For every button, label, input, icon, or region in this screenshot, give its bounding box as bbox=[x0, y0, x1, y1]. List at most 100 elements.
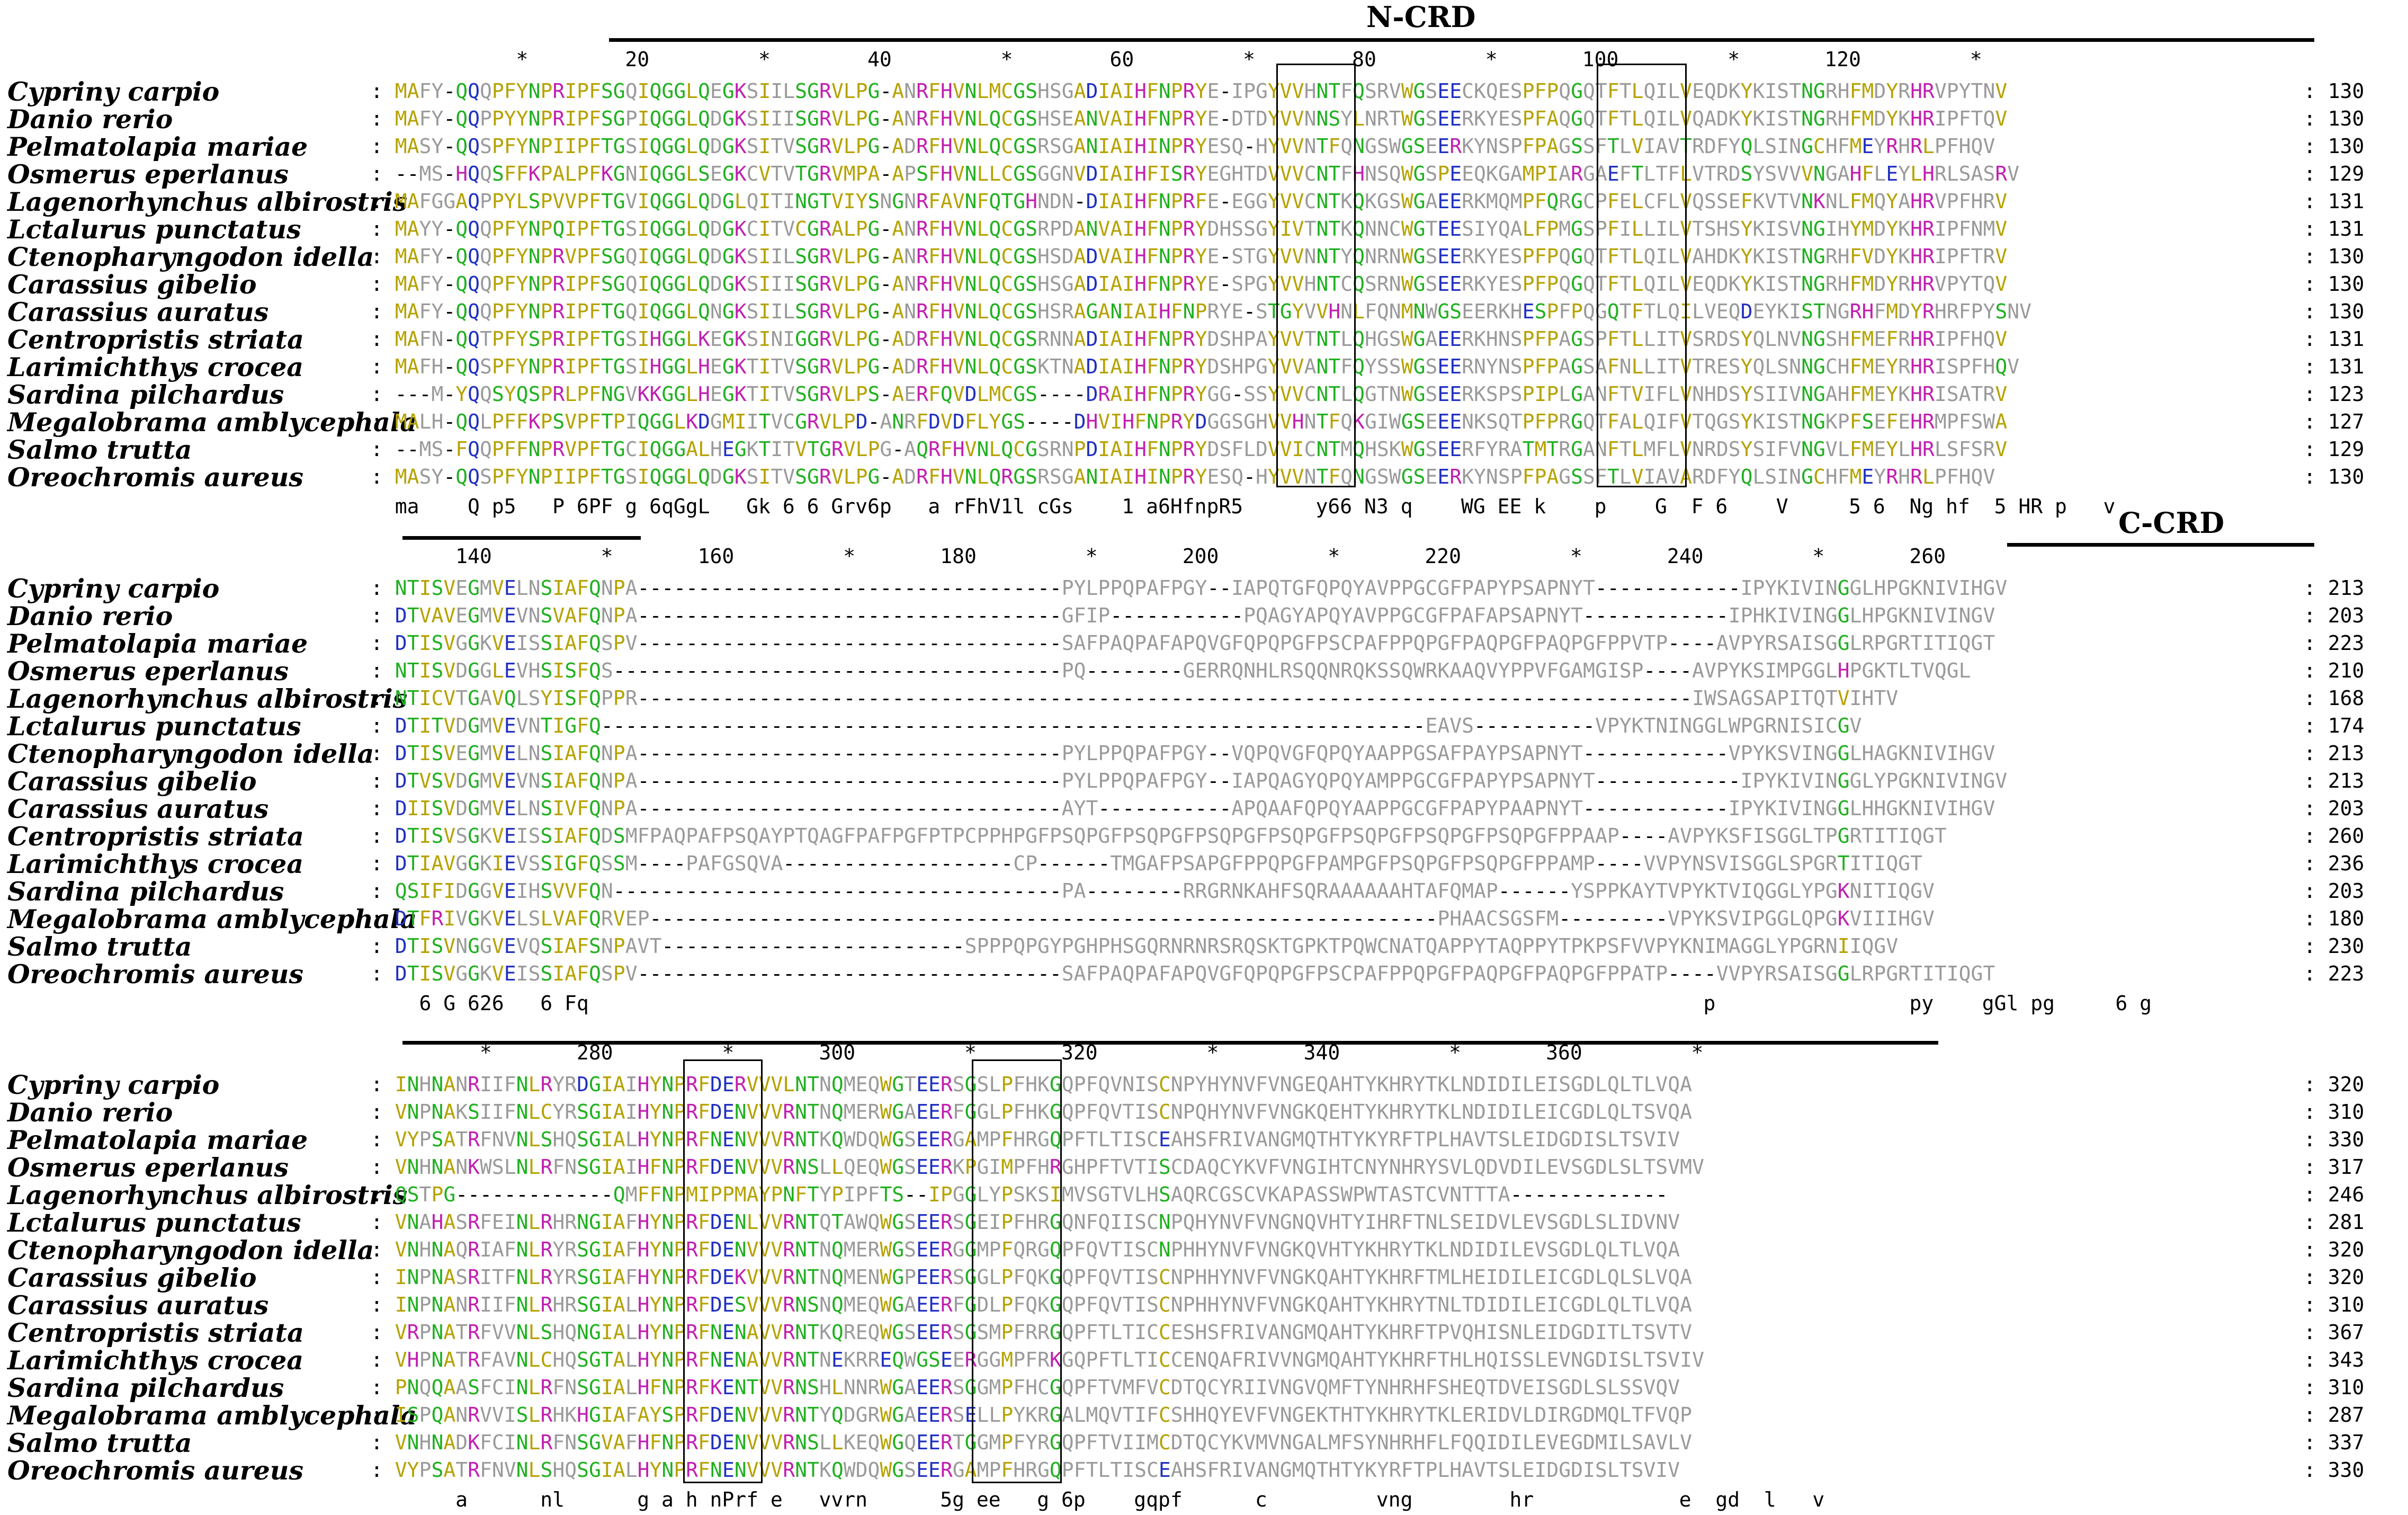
residue-count: : 203 bbox=[2304, 797, 2365, 820]
sequence-residues: DTVAVEGMVEVNSVAFQNPA--------------------… bbox=[395, 604, 1995, 627]
residue-count: : 131 bbox=[2304, 355, 2365, 378]
sequence-residues: DIISVDGMVELNSIVFQNPA--------------------… bbox=[395, 797, 1995, 820]
species-name: Osmerus eperlanus bbox=[7, 1152, 289, 1183]
species-name: Ctenopharyngodon idella bbox=[7, 242, 374, 272]
sequence-residues: MAFY-QQPPYYNPRIPFSGPIQGGLQDGKSIIISGRVLPG… bbox=[395, 107, 2008, 130]
sequence-residues: MAFY-QQQPFYNPRIPFSGQIQGGLQEGKSIILSGRVLPG… bbox=[395, 79, 2008, 103]
sequence-row: : VHPNATRFAVNLCHQSGTALHYNPRFNENAVVRNTNEK… bbox=[371, 1348, 1704, 1371]
species-name: Oreochromis aureus bbox=[7, 462, 304, 493]
residue-count: : 260 bbox=[2304, 824, 2365, 848]
residue-count: : 330 bbox=[2304, 1128, 2365, 1151]
separator: : bbox=[371, 879, 395, 903]
sequence-residues: DTIAVGGKIEVSSIGFQSSM----PAFGSQVA--------… bbox=[395, 852, 1922, 875]
sequence-row: : DTITVDGMVEVNTIGFQ---------------------… bbox=[371, 714, 1862, 737]
separator: : bbox=[371, 1431, 395, 1454]
species-name: Centropristis striata bbox=[7, 324, 304, 355]
sequence-row: : MASY-QQSPFYNPIIPFTGSIQGGLQDGKSITVSGRVL… bbox=[371, 465, 1995, 488]
sequence-residues: DTISVEGMVELNSIAFQNPA--------------------… bbox=[395, 742, 1995, 765]
sequence-residues: MAFGGAQPPYLSPVVPFTGVIQGGLQDGLQITINGTVIYS… bbox=[395, 190, 2008, 213]
sequence-residues: DTITVDGMVEVNTIGFQ-----------------------… bbox=[395, 714, 1862, 737]
species-name: Lagenorhynchus albirostris bbox=[7, 683, 408, 714]
residue-count: : 246 bbox=[2304, 1183, 2365, 1206]
species-name: Sardina pilchardus bbox=[7, 876, 284, 907]
sequence-row: : MAFY-QQPPYYNPRIPFSGPIQGGLQDGKSIIISGRVL… bbox=[371, 107, 2007, 130]
sequence-residues: MAFY-QQQPFYNPRVPFSGQIQGGLQDGKSIILSGRVLPG… bbox=[395, 245, 2008, 268]
separator: : bbox=[371, 1266, 395, 1289]
species-name: Carassius gibelio bbox=[7, 766, 257, 797]
separator: : bbox=[371, 245, 395, 268]
separator: : bbox=[371, 934, 395, 958]
residue-count: : 236 bbox=[2304, 852, 2365, 875]
residue-count: : 213 bbox=[2304, 576, 2365, 600]
species-name: Danio rerio bbox=[7, 104, 173, 135]
separator: : bbox=[371, 327, 395, 351]
residue-count: : 174 bbox=[2304, 714, 2365, 737]
sequence-row: : VYPSATRFNVNLSHQSGIALHYNPRFNENVVVRNTKQW… bbox=[371, 1128, 1680, 1151]
separator: : bbox=[371, 824, 395, 848]
species-name: Oreochromis aureus bbox=[7, 959, 304, 990]
separator: : bbox=[371, 1128, 395, 1151]
separator: : bbox=[371, 604, 395, 627]
sequence-row: : VNAHASRFEINLRHRNGIAFHYNPRFDENLVVRNTQTA… bbox=[371, 1210, 1680, 1234]
sequence-residues: QSIFIDGGVEIHSVVFQN----------------------… bbox=[395, 879, 1935, 903]
separator: : bbox=[371, 410, 395, 433]
sequence-row: : MAFY-QQQPFYNPRVPFSGQIQGGLQDGKSIILSGRVL… bbox=[371, 245, 2007, 268]
residue-count: : 337 bbox=[2304, 1431, 2365, 1454]
residue-count: : 310 bbox=[2304, 1293, 2365, 1316]
sequence-row: : MAFY-QQQPFYNPRIPFSGQIQGGLQDGKSIIISGRVL… bbox=[371, 272, 2007, 296]
sequence-residues: NTICVTGAVQLSYISFQPPR--------------------… bbox=[395, 687, 1899, 710]
sequence-residues: MAFH-QQSPFYNPRIPFTGSIHGGLHEGKTITVSGRVLPG… bbox=[395, 355, 2020, 378]
sequence-residues: VHPNATRFAVNLCHQSGTALHYNPRFNENAVVRNTNEKRR… bbox=[395, 1348, 1704, 1371]
position-ruler: 140 * 160 * 180 * 200 * 220 * 240 * 260 bbox=[395, 545, 1946, 568]
sequence-row: : DTISVSGKVEISSIAFQDSMFPAQPAFPSQAYPTQAGF… bbox=[371, 824, 1947, 848]
separator: : bbox=[371, 1321, 395, 1344]
sequence-residues: DTVSVDGMVEVNSIAFQNPA--------------------… bbox=[395, 769, 2008, 792]
separator: : bbox=[371, 79, 395, 103]
separator: : bbox=[371, 300, 395, 323]
residue-count: : 330 bbox=[2304, 1458, 2365, 1482]
separator: : bbox=[371, 1155, 395, 1179]
species-name: Oreochromis aureus bbox=[7, 1455, 304, 1486]
residue-count: : 317 bbox=[2304, 1155, 2365, 1179]
residue-count: : 367 bbox=[2304, 1321, 2365, 1344]
separator: : bbox=[371, 355, 395, 378]
sequence-residues: DTISVGGKVEISSIAFQSPV--------------------… bbox=[395, 962, 1995, 985]
separator: : bbox=[371, 742, 395, 765]
sequence-row: : MAFGGAQPPYLSPVVPFTGVIQGGLQDGLQITINGTVI… bbox=[371, 190, 2007, 213]
species-name: Cypriny carpio bbox=[7, 1070, 220, 1100]
residue-count: : 320 bbox=[2304, 1266, 2365, 1289]
species-name: Carassius auratus bbox=[7, 297, 269, 327]
species-name: Osmerus eperlanus bbox=[7, 656, 289, 687]
species-name: Megalobrama amblycephala bbox=[7, 904, 417, 934]
sequence-row: : MAFY-QQQPFYNPRIPFTGQIQGGLQNGKSIILSGRVL… bbox=[371, 300, 2031, 323]
separator: : bbox=[371, 465, 395, 488]
sequence-residues: MAFN-QQTPFYSPRIPFTGSIHGGLKEGKSINIGGRVLPG… bbox=[395, 327, 2008, 351]
sequence-residues: VNHNADKFCINLRFNSGVAFHFNPRFDENVVVRNSLLKEQ… bbox=[395, 1431, 1693, 1454]
sequence-row: : DTISVGGKVEISSIAFQSPV------------------… bbox=[371, 962, 1995, 985]
sequence-residues: MAFY-QQQPFYNPRIPFSGQIQGGLQDGKSIIISGRVLPG… bbox=[395, 272, 2008, 296]
sequence-row: : MAFY-QQQPFYNPRIPFSGQIQGGLQEGKSIILSGRVL… bbox=[371, 79, 2007, 103]
residue-count: : 130 bbox=[2304, 135, 2365, 158]
species-name: Larimichthys crocea bbox=[7, 1345, 304, 1376]
separator: : bbox=[371, 1073, 395, 1096]
separator: : bbox=[371, 272, 395, 296]
species-name: Pelmatolapia mariae bbox=[7, 628, 308, 659]
species-name: Osmerus eperlanus bbox=[7, 159, 289, 190]
residue-count: : 130 bbox=[2304, 300, 2365, 323]
sequence-row: : INPNASRITFNLRYRSGIAFHYNPRFDEKVVVRNTNQM… bbox=[371, 1266, 1692, 1289]
sequence-residues: VNHNAQRIAFNLRYRSGIAFHYNPRFDENVVVRNTNQMER… bbox=[395, 1238, 1680, 1261]
sequence-row: : NTICVTGAVQLSYISFQPPR------------------… bbox=[371, 687, 1898, 710]
sequence-row: : VNHNANKWSLNLRFNSGIAIHFNPRFDENVVVRNSLLQ… bbox=[371, 1155, 1704, 1179]
sequence-residues: VNAHASRFEINLRHRNGIAFHYNPRFDENLVVRNTQTAWQ… bbox=[395, 1210, 1680, 1234]
residue-count: : 130 bbox=[2304, 465, 2365, 488]
species-name: Centropristis striata bbox=[7, 821, 304, 852]
sequence-row: : MASY-QQSPFYNPIIPFTGSIQGGLQDGKSITVSGRVL… bbox=[371, 135, 1995, 158]
species-name: Ctenopharyngodon idella bbox=[7, 1235, 374, 1266]
separator: : bbox=[371, 1183, 395, 1206]
sequence-row: : NTISVDGGLEVHSISFQS--------------------… bbox=[371, 659, 1971, 682]
sequence-row: : INHNANRIIFNLRYRDGIAIHYNPRFDERVVVLNTNQM… bbox=[371, 1073, 1692, 1096]
sequence-row: : VRPNATRFVVNLSHQNGIALHYNPRFNENAVVRNTKQR… bbox=[371, 1321, 1692, 1344]
separator: : bbox=[371, 907, 395, 930]
motif-box bbox=[1597, 64, 1687, 487]
